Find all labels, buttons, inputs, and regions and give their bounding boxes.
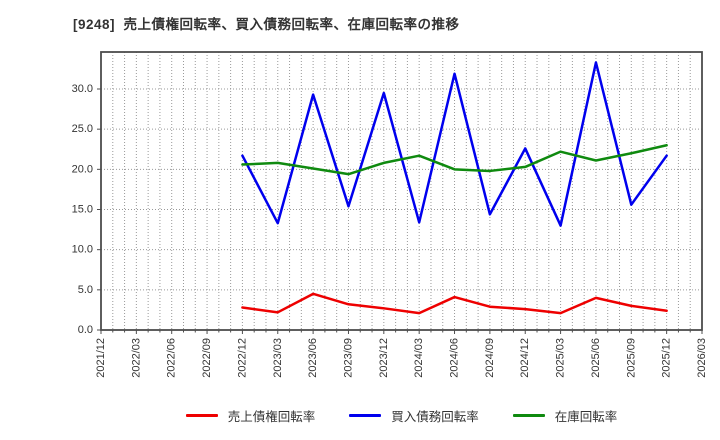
x-tick-label: 2022/12 bbox=[236, 338, 248, 378]
x-tick-label: 2024/12 bbox=[519, 338, 531, 378]
plot-border bbox=[100, 51, 703, 331]
x-tick-label: 2025/03 bbox=[555, 338, 567, 378]
x-tick-label: 2025/09 bbox=[625, 338, 637, 378]
y-tick-label: 5.0 bbox=[78, 284, 93, 296]
x-tick-label: 2023/03 bbox=[272, 338, 284, 378]
red-line-swatch-icon bbox=[185, 414, 218, 417]
x-tick-label: 2024/03 bbox=[413, 338, 425, 378]
x-tick-label: 2023/09 bbox=[342, 338, 354, 378]
y-tick-label: 20.0 bbox=[72, 163, 93, 175]
x-tick-label: 2023/06 bbox=[307, 338, 319, 378]
blue-line-swatch-icon bbox=[349, 414, 382, 417]
green-line-swatch-icon bbox=[512, 414, 545, 417]
y-tick-label: 25.0 bbox=[72, 123, 93, 135]
x-tick-label: 2024/06 bbox=[449, 338, 461, 378]
series-line-売上債権回転率 bbox=[241, 292, 668, 315]
x-tick-label: 2026/03 bbox=[696, 338, 708, 378]
y-tick-label: 15.0 bbox=[72, 204, 93, 216]
x-tick-label: 2024/09 bbox=[484, 338, 496, 378]
series-line-買入債務回転率 bbox=[241, 61, 668, 227]
legend-item-kaiire-saimu: 買入債務回転率 bbox=[349, 406, 479, 425]
x-tick-label: 2023/12 bbox=[378, 338, 390, 378]
y-tick-label: 30.0 bbox=[72, 83, 93, 95]
legend-label: 売上債権回転率 bbox=[227, 410, 316, 424]
legend-item-uriage-saiken: 売上債権回転率 bbox=[185, 406, 316, 425]
legend-label: 買入債務回転率 bbox=[391, 410, 479, 424]
x-tick-label: 2025/12 bbox=[661, 338, 673, 378]
legend: 売上債権回転率 買入債務回転率 在庫回転率 bbox=[101, 406, 702, 425]
x-tick-label: 2022/09 bbox=[201, 338, 213, 378]
legend-label: 在庫回転率 bbox=[554, 410, 618, 424]
x-tick-label: 2022/03 bbox=[130, 338, 142, 378]
x-tick-label: 2022/06 bbox=[166, 338, 178, 378]
y-tick-label: 0.0 bbox=[78, 324, 93, 336]
x-tick-label: 2021/12 bbox=[95, 338, 107, 378]
y-tick-label: 10.0 bbox=[72, 244, 93, 256]
x-tick-label: 2025/06 bbox=[590, 338, 602, 378]
chart-title: [9248] 売上債権回転率、買入債務回転率、在庫回転率の推移 bbox=[73, 17, 460, 32]
series-line-在庫回転率 bbox=[241, 143, 668, 176]
legend-item-zaiko: 在庫回転率 bbox=[512, 406, 618, 425]
